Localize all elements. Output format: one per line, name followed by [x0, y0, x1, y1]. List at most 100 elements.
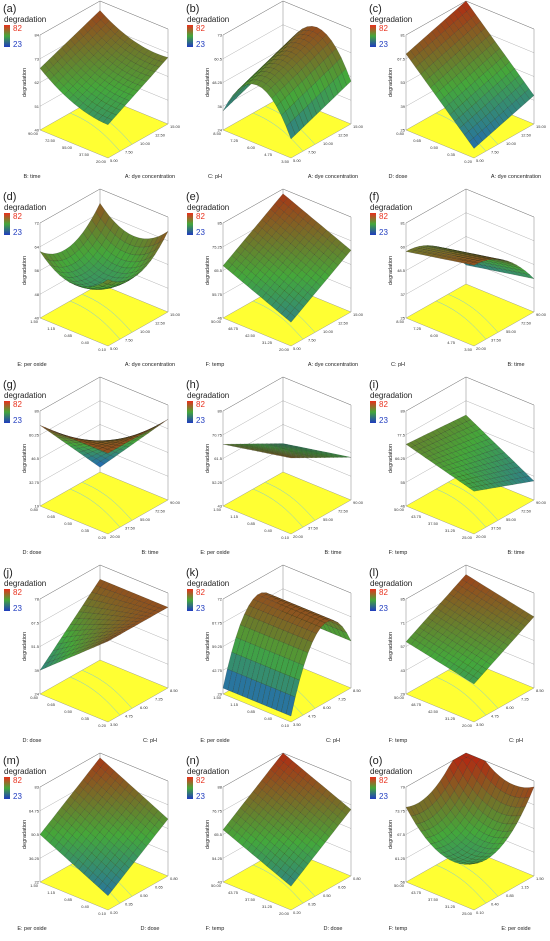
chart-panel: (a) degradation 82 23 40 51 62 73 84 degradation 5… [0, 0, 183, 188]
x-tick-label: 7.25 [338, 697, 347, 702]
y-tick-label: 0.65 [47, 514, 56, 519]
x-tick-label: 15.00 [170, 124, 181, 129]
z-tick-label: 22 [35, 880, 40, 885]
y-tick-label: 50.00 [394, 883, 405, 888]
x-tick-label: 7.25 [155, 697, 164, 702]
x-tick-label: 37.50 [125, 526, 136, 531]
response-surface [222, 752, 352, 887]
floor-contours [435, 293, 499, 340]
legend-min: 23 [13, 228, 22, 237]
panel-label: (b) [186, 3, 199, 15]
y-tick-label: 0.20 [98, 535, 107, 540]
z-tick-label: 24 [35, 692, 40, 697]
legend-min: 23 [379, 40, 388, 49]
x-tick-label: 1.15 [521, 885, 530, 890]
z-tick-label: 62 [35, 80, 40, 85]
z-axis-label: degradation [205, 632, 211, 661]
y-tick-label: 3.50 [281, 159, 290, 164]
z-tick-label: 19 [35, 504, 40, 509]
x-tick-label: 20.00 [476, 534, 487, 539]
y-axis-label: F: temp [206, 926, 225, 932]
chart-panel: (g) degradation 82 23 19 32.75 46.5 60.25 80 degr… [0, 376, 183, 564]
surface-plot: (i)degradation8223465566.2577.589degrada… [369, 376, 547, 556]
legend-title: degradation [370, 15, 412, 24]
y-tick-label: 25.00 [462, 911, 473, 916]
axis-box [405, 188, 535, 318]
x-tick-label: 90.00 [353, 500, 364, 505]
z-tick-label: 46 [401, 504, 406, 509]
x-tick-label: 15.00 [536, 124, 547, 129]
legend-title: degradation [370, 767, 412, 776]
z-tick-label: 66.25 [395, 456, 406, 461]
legend-colorbar [370, 401, 376, 423]
z-tick-label: 52.25 [212, 480, 223, 485]
z-tick-label: 56 [35, 268, 40, 273]
y-tick-label: 0.40 [81, 904, 90, 909]
y-tick-label: 37.50 [79, 152, 90, 157]
x-tick-label: 90.00 [536, 500, 547, 505]
legend-min: 23 [13, 604, 22, 613]
floor-plane [39, 659, 169, 723]
y-tick-label: 0.10 [281, 535, 290, 540]
z-tick-label: 64.75 [29, 808, 40, 813]
y-tick-label: 0.50 [430, 145, 439, 150]
legend-colorbar [4, 213, 10, 235]
legend-title: degradation [4, 579, 46, 588]
floor-contours [252, 481, 316, 528]
y-tick-label: 31.25 [262, 340, 273, 345]
legend-colorbar [370, 25, 376, 47]
z-tick-label: 65.5 [214, 832, 223, 837]
y-axis-label: D: dose [23, 738, 42, 744]
z-tick-label: 83 [35, 785, 40, 790]
y-axis-label: E: per oxide [17, 362, 46, 368]
panel-label: (n) [186, 755, 199, 767]
x-tick-label: 3.50 [476, 722, 485, 727]
floor-contours [435, 669, 499, 716]
legend-min: 23 [13, 40, 22, 49]
x-tick-label: 7.50 [125, 150, 134, 155]
x-tick-label: 3.50 [293, 722, 302, 727]
y-tick-label: 6.00 [247, 145, 256, 150]
z-tick-label: 53 [401, 80, 406, 85]
surface-plot: (k)degradation82232942.7559.2567.7572deg… [186, 564, 362, 744]
y-tick-label: 6.00 [430, 333, 439, 338]
z-axis-label: degradation [22, 68, 28, 97]
legend-colorbar [370, 777, 376, 799]
surface-plot: (m)degradation82232236.2550.564.7583degr… [3, 752, 179, 932]
x-axis-label: B: time [507, 550, 524, 556]
x-tick-label: 0.20 [293, 910, 302, 915]
x-tick-label: 6.00 [506, 705, 515, 710]
panel-label: (e) [186, 191, 199, 203]
x-tick-label: 15.00 [353, 312, 364, 317]
legend-min: 23 [196, 228, 205, 237]
x-tick-label: 15.00 [170, 312, 181, 317]
y-tick-label: 1.15 [47, 890, 56, 895]
y-tick-label: 20.00 [96, 159, 107, 164]
z-tick-label: 75.25 [212, 244, 223, 249]
y-tick-label: 43.75 [411, 890, 422, 895]
y-tick-label: 1.50 [213, 507, 222, 512]
x-tick-label: 7.50 [125, 338, 134, 343]
legend-max: 82 [379, 776, 388, 785]
z-tick-label: 89 [401, 409, 406, 414]
legend-colorbar [4, 777, 10, 799]
surface-plot: (g)degradation82231932.7546.560.2580degr… [3, 376, 181, 556]
legend-title: degradation [187, 579, 229, 588]
legend-min: 23 [196, 416, 205, 425]
panel-label: (m) [3, 755, 20, 767]
y-tick-label: 4.75 [447, 340, 456, 345]
y-tick-label: 37.50 [428, 897, 439, 902]
y-tick-label: 0.80 [396, 131, 405, 136]
legend-title: degradation [4, 15, 46, 24]
z-tick-label: 72 [35, 221, 40, 226]
z-tick-label: 61.5 [214, 456, 223, 461]
surface-plot: (h)degradation82234352.2561.570.7580degr… [186, 376, 364, 556]
x-tick-label: 5.00 [293, 346, 302, 351]
z-axis-label: degradation [22, 632, 28, 661]
x-tick-label: 8.50 [536, 688, 545, 693]
z-tick-label: 67.75 [212, 620, 223, 625]
y-tick-label: 0.10 [98, 911, 107, 916]
x-tick-label: 12.50 [521, 133, 532, 138]
z-axis-label: degradation [388, 632, 394, 661]
